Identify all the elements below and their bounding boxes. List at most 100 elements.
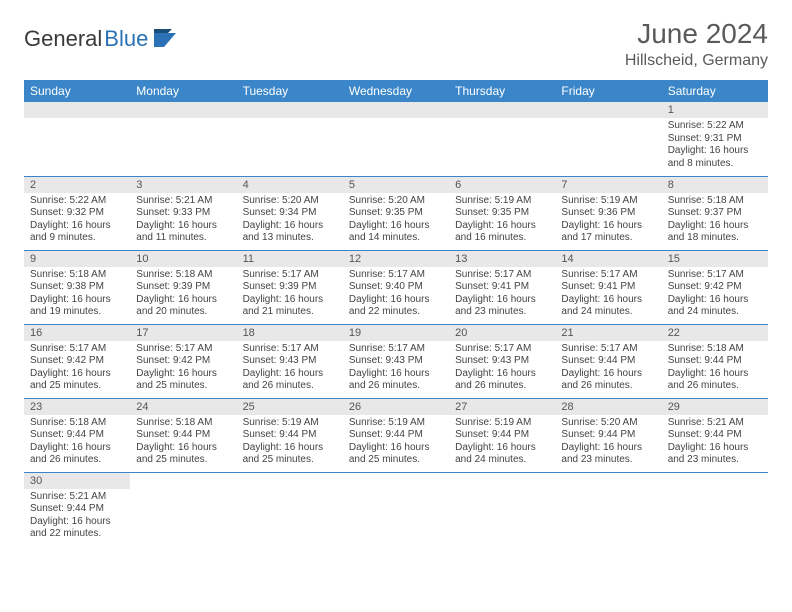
calendar-cell: 10Sunrise: 5:18 AMSunset: 9:39 PMDayligh… bbox=[130, 250, 236, 324]
day-details: Sunrise: 5:19 AMSunset: 9:35 PMDaylight:… bbox=[449, 193, 555, 249]
day-number: 23 bbox=[24, 399, 130, 415]
calendar-cell: 14Sunrise: 5:17 AMSunset: 9:41 PMDayligh… bbox=[555, 250, 661, 324]
empty-daynum bbox=[343, 102, 449, 118]
weekday-header: Saturday bbox=[662, 80, 768, 102]
calendar-table: SundayMondayTuesdayWednesdayThursdayFrid… bbox=[24, 80, 768, 546]
day-number: 29 bbox=[662, 399, 768, 415]
day-number: 30 bbox=[24, 473, 130, 489]
day-number: 10 bbox=[130, 251, 236, 267]
day-details: Sunrise: 5:19 AMSunset: 9:44 PMDaylight:… bbox=[237, 415, 343, 471]
weekday-header: Sunday bbox=[24, 80, 130, 102]
empty-daynum bbox=[449, 102, 555, 118]
calendar-cell bbox=[24, 102, 130, 176]
day-details: Sunrise: 5:19 AMSunset: 9:36 PMDaylight:… bbox=[555, 193, 661, 249]
day-number: 25 bbox=[237, 399, 343, 415]
day-details: Sunrise: 5:17 AMSunset: 9:44 PMDaylight:… bbox=[555, 341, 661, 397]
day-number: 16 bbox=[24, 325, 130, 341]
calendar-cell: 16Sunrise: 5:17 AMSunset: 9:42 PMDayligh… bbox=[24, 324, 130, 398]
day-details: Sunrise: 5:20 AMSunset: 9:34 PMDaylight:… bbox=[237, 193, 343, 249]
day-details: Sunrise: 5:22 AMSunset: 9:32 PMDaylight:… bbox=[24, 193, 130, 249]
calendar-row: 23Sunrise: 5:18 AMSunset: 9:44 PMDayligh… bbox=[24, 398, 768, 472]
calendar-cell: 26Sunrise: 5:19 AMSunset: 9:44 PMDayligh… bbox=[343, 398, 449, 472]
weekday-header: Monday bbox=[130, 80, 236, 102]
day-details: Sunrise: 5:22 AMSunset: 9:31 PMDaylight:… bbox=[662, 118, 768, 174]
calendar-cell: 22Sunrise: 5:18 AMSunset: 9:44 PMDayligh… bbox=[662, 324, 768, 398]
calendar-row: 30Sunrise: 5:21 AMSunset: 9:44 PMDayligh… bbox=[24, 472, 768, 546]
day-details: Sunrise: 5:21 AMSunset: 9:33 PMDaylight:… bbox=[130, 193, 236, 249]
calendar-cell bbox=[449, 102, 555, 176]
day-number: 12 bbox=[343, 251, 449, 267]
calendar-row: 1Sunrise: 5:22 AMSunset: 9:31 PMDaylight… bbox=[24, 102, 768, 176]
calendar-cell: 6Sunrise: 5:19 AMSunset: 9:35 PMDaylight… bbox=[449, 176, 555, 250]
calendar-cell: 25Sunrise: 5:19 AMSunset: 9:44 PMDayligh… bbox=[237, 398, 343, 472]
day-details: Sunrise: 5:20 AMSunset: 9:35 PMDaylight:… bbox=[343, 193, 449, 249]
weekday-header: Wednesday bbox=[343, 80, 449, 102]
day-details: Sunrise: 5:19 AMSunset: 9:44 PMDaylight:… bbox=[343, 415, 449, 471]
day-details: Sunrise: 5:17 AMSunset: 9:41 PMDaylight:… bbox=[555, 267, 661, 323]
calendar-cell bbox=[237, 472, 343, 546]
weekday-header: Thursday bbox=[449, 80, 555, 102]
day-number: 6 bbox=[449, 177, 555, 193]
day-number: 11 bbox=[237, 251, 343, 267]
brand-part1: General bbox=[24, 26, 102, 52]
day-details: Sunrise: 5:18 AMSunset: 9:44 PMDaylight:… bbox=[130, 415, 236, 471]
calendar-cell: 2Sunrise: 5:22 AMSunset: 9:32 PMDaylight… bbox=[24, 176, 130, 250]
calendar-cell: 1Sunrise: 5:22 AMSunset: 9:31 PMDaylight… bbox=[662, 102, 768, 176]
calendar-cell: 30Sunrise: 5:21 AMSunset: 9:44 PMDayligh… bbox=[24, 472, 130, 546]
calendar-cell: 12Sunrise: 5:17 AMSunset: 9:40 PMDayligh… bbox=[343, 250, 449, 324]
calendar-cell: 15Sunrise: 5:17 AMSunset: 9:42 PMDayligh… bbox=[662, 250, 768, 324]
day-number: 1 bbox=[662, 102, 768, 118]
day-details: Sunrise: 5:18 AMSunset: 9:44 PMDaylight:… bbox=[24, 415, 130, 471]
calendar-row: 9Sunrise: 5:18 AMSunset: 9:38 PMDaylight… bbox=[24, 250, 768, 324]
calendar-cell bbox=[343, 472, 449, 546]
weekday-header: Friday bbox=[555, 80, 661, 102]
calendar-cell: 3Sunrise: 5:21 AMSunset: 9:33 PMDaylight… bbox=[130, 176, 236, 250]
calendar-cell: 19Sunrise: 5:17 AMSunset: 9:43 PMDayligh… bbox=[343, 324, 449, 398]
calendar-cell: 5Sunrise: 5:20 AMSunset: 9:35 PMDaylight… bbox=[343, 176, 449, 250]
calendar-cell: 13Sunrise: 5:17 AMSunset: 9:41 PMDayligh… bbox=[449, 250, 555, 324]
day-details: Sunrise: 5:20 AMSunset: 9:44 PMDaylight:… bbox=[555, 415, 661, 471]
day-details: Sunrise: 5:17 AMSunset: 9:40 PMDaylight:… bbox=[343, 267, 449, 323]
empty-daynum bbox=[130, 102, 236, 118]
day-details: Sunrise: 5:18 AMSunset: 9:37 PMDaylight:… bbox=[662, 193, 768, 249]
calendar-row: 2Sunrise: 5:22 AMSunset: 9:32 PMDaylight… bbox=[24, 176, 768, 250]
day-details: Sunrise: 5:17 AMSunset: 9:43 PMDaylight:… bbox=[449, 341, 555, 397]
day-number: 18 bbox=[237, 325, 343, 341]
day-number: 2 bbox=[24, 177, 130, 193]
day-number: 15 bbox=[662, 251, 768, 267]
location-label: Hillscheid, Germany bbox=[625, 52, 768, 70]
calendar-cell: 4Sunrise: 5:20 AMSunset: 9:34 PMDaylight… bbox=[237, 176, 343, 250]
calendar-cell bbox=[449, 472, 555, 546]
calendar-cell: 24Sunrise: 5:18 AMSunset: 9:44 PMDayligh… bbox=[130, 398, 236, 472]
calendar-cell: 8Sunrise: 5:18 AMSunset: 9:37 PMDaylight… bbox=[662, 176, 768, 250]
calendar-row: 16Sunrise: 5:17 AMSunset: 9:42 PMDayligh… bbox=[24, 324, 768, 398]
day-details: Sunrise: 5:21 AMSunset: 9:44 PMDaylight:… bbox=[662, 415, 768, 471]
day-number: 14 bbox=[555, 251, 661, 267]
day-number: 3 bbox=[130, 177, 236, 193]
day-number: 8 bbox=[662, 177, 768, 193]
day-details: Sunrise: 5:18 AMSunset: 9:38 PMDaylight:… bbox=[24, 267, 130, 323]
empty-daynum bbox=[555, 102, 661, 118]
calendar-cell bbox=[130, 472, 236, 546]
day-details: Sunrise: 5:18 AMSunset: 9:44 PMDaylight:… bbox=[662, 341, 768, 397]
day-details: Sunrise: 5:17 AMSunset: 9:42 PMDaylight:… bbox=[24, 341, 130, 397]
day-details: Sunrise: 5:21 AMSunset: 9:44 PMDaylight:… bbox=[24, 489, 130, 545]
calendar-cell bbox=[662, 472, 768, 546]
calendar-cell: 27Sunrise: 5:19 AMSunset: 9:44 PMDayligh… bbox=[449, 398, 555, 472]
flag-icon bbox=[154, 29, 180, 49]
day-number: 24 bbox=[130, 399, 236, 415]
day-number: 9 bbox=[24, 251, 130, 267]
calendar-cell: 18Sunrise: 5:17 AMSunset: 9:43 PMDayligh… bbox=[237, 324, 343, 398]
calendar-cell bbox=[555, 102, 661, 176]
title-block: June 2024 Hillscheid, Germany bbox=[625, 18, 768, 70]
day-details: Sunrise: 5:17 AMSunset: 9:39 PMDaylight:… bbox=[237, 267, 343, 323]
calendar-cell: 21Sunrise: 5:17 AMSunset: 9:44 PMDayligh… bbox=[555, 324, 661, 398]
header: GeneralBlue June 2024 Hillscheid, German… bbox=[24, 18, 768, 70]
calendar-cell bbox=[555, 472, 661, 546]
day-number: 28 bbox=[555, 399, 661, 415]
day-details: Sunrise: 5:17 AMSunset: 9:43 PMDaylight:… bbox=[343, 341, 449, 397]
day-number: 21 bbox=[555, 325, 661, 341]
day-details: Sunrise: 5:17 AMSunset: 9:42 PMDaylight:… bbox=[130, 341, 236, 397]
day-number: 19 bbox=[343, 325, 449, 341]
calendar-cell: 29Sunrise: 5:21 AMSunset: 9:44 PMDayligh… bbox=[662, 398, 768, 472]
